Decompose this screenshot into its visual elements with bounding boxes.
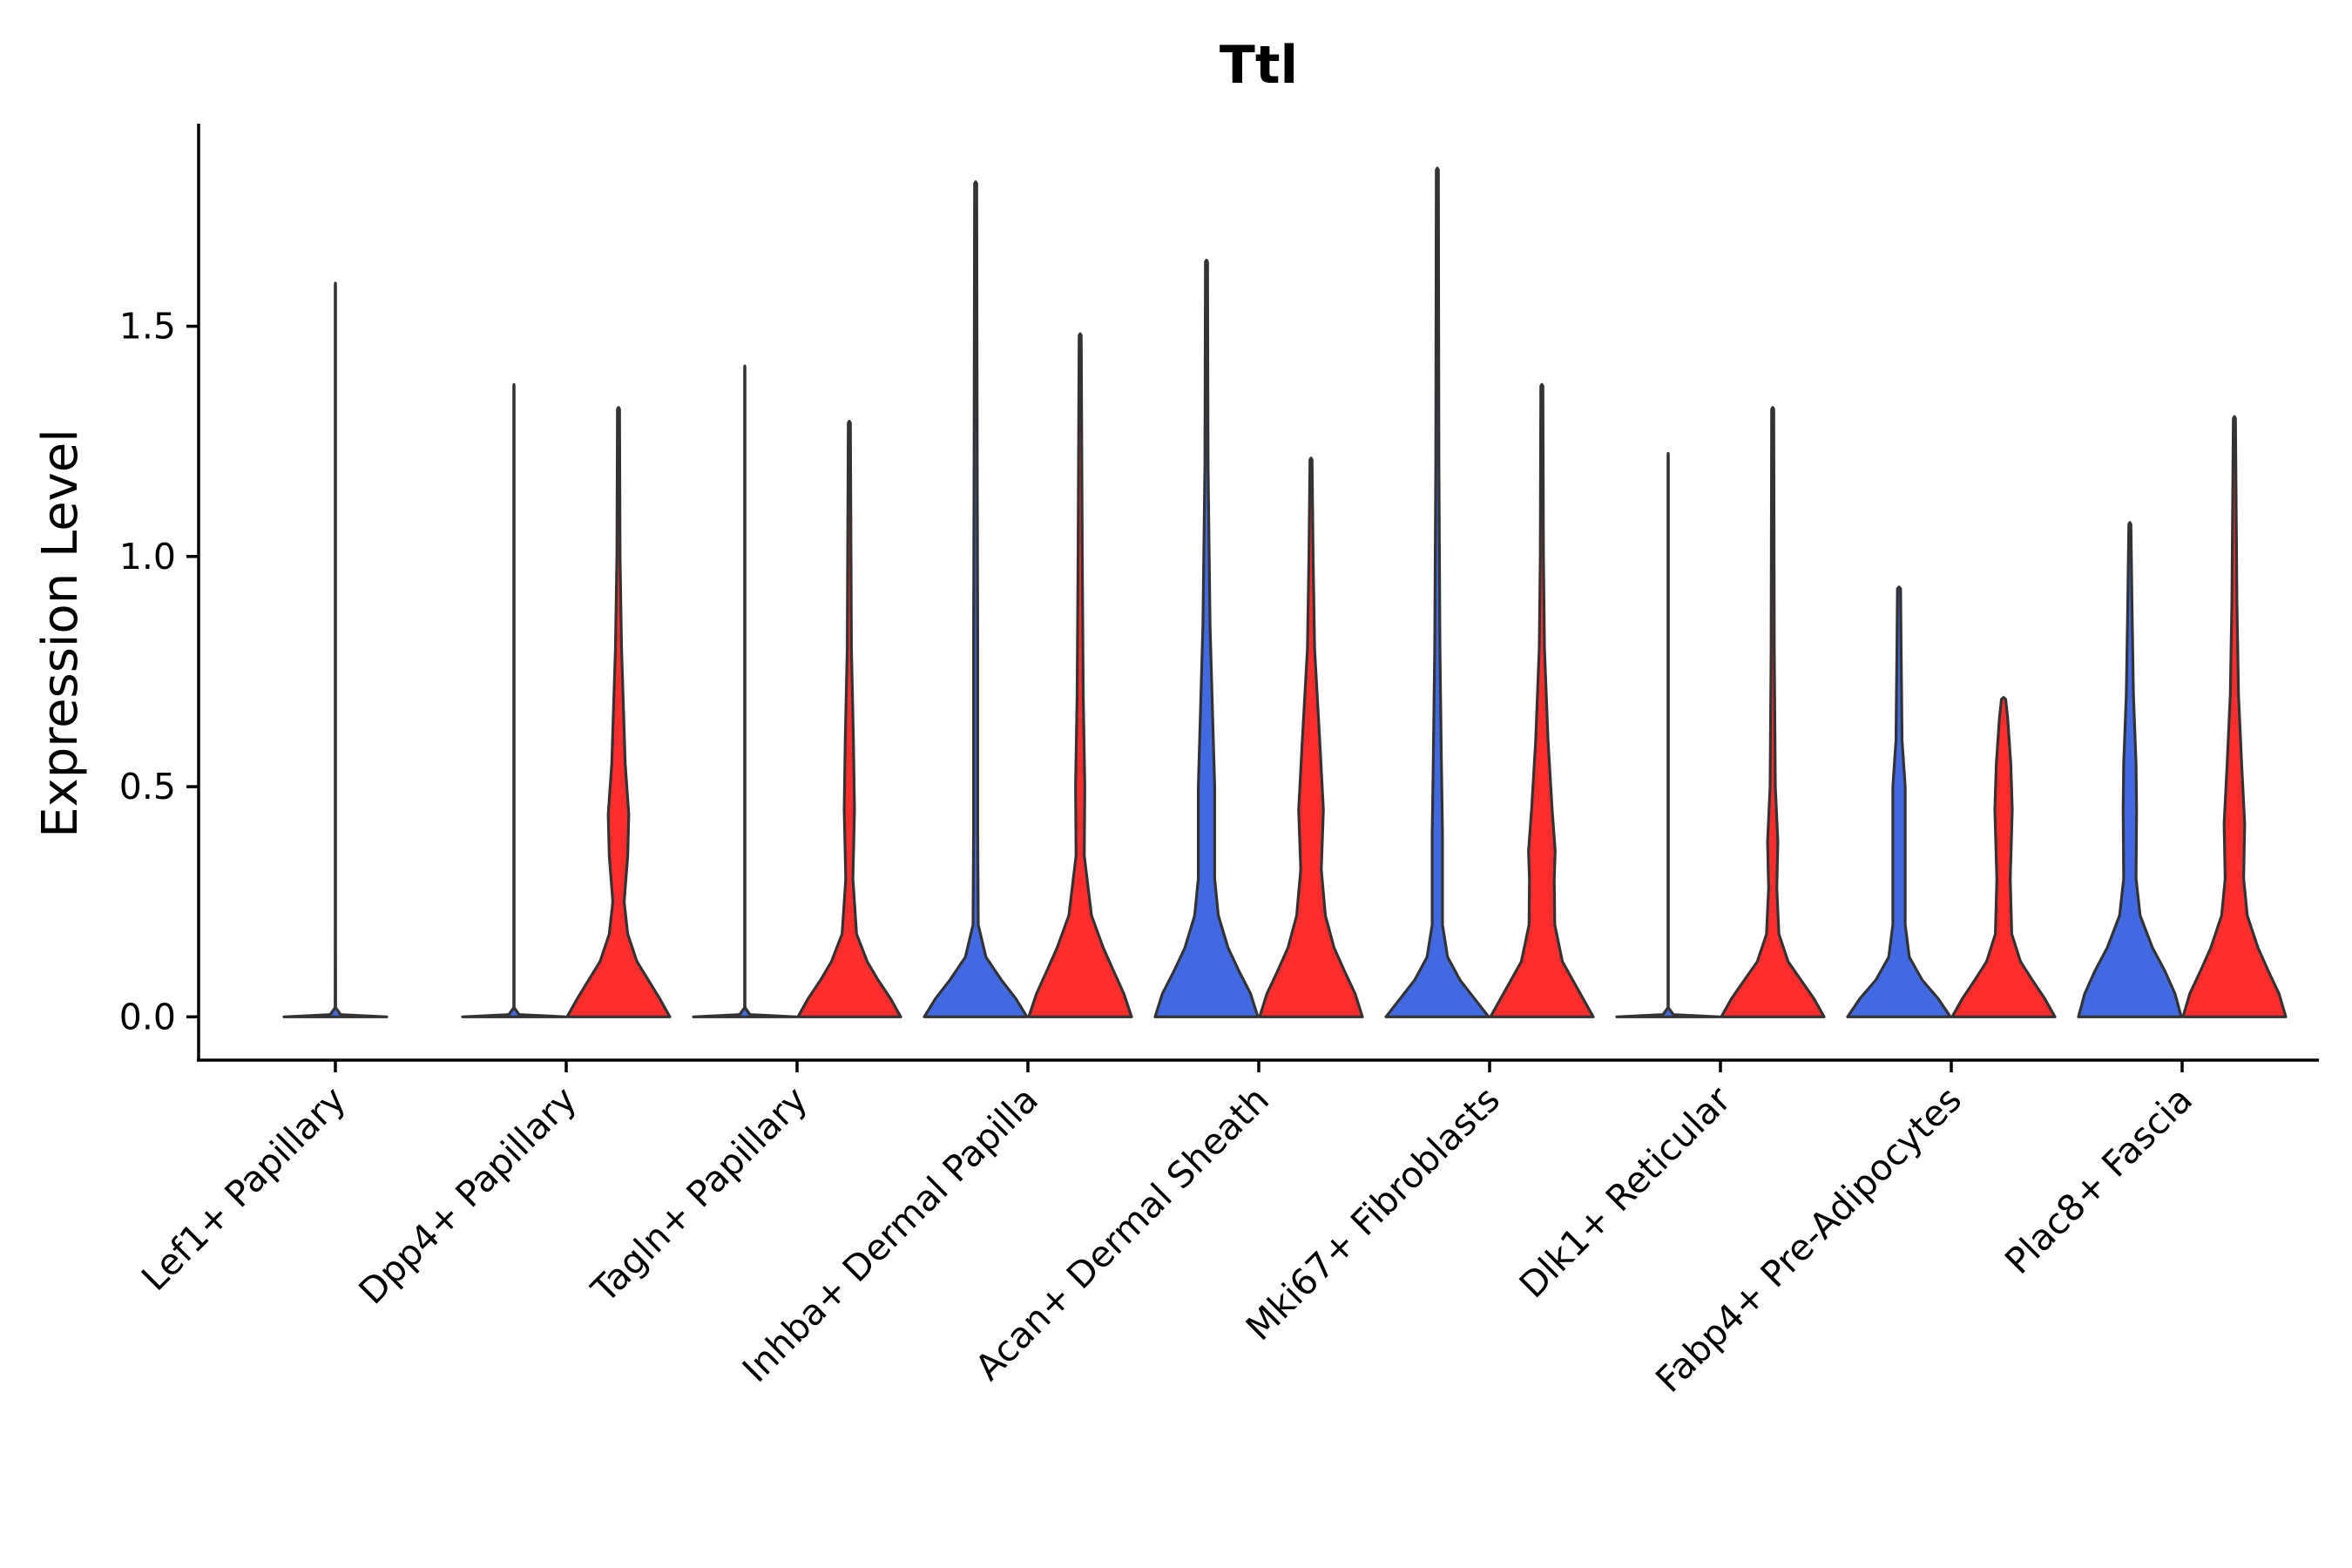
violin-blue: [1153, 259, 1260, 1018]
violin-blue: [923, 180, 1029, 1018]
violin-red: [1258, 456, 1364, 1018]
y-ticks: 0.0 0.5 1.0 1.5: [119, 306, 199, 1037]
violin-red: [1720, 406, 1826, 1018]
x-category-label: Tagln+ Papillary: [583, 1078, 815, 1311]
violin-red: [1950, 696, 2057, 1018]
y-axis-label: Expression Level: [32, 429, 89, 838]
violin-blue: [1384, 166, 1490, 1018]
violin-red: [1027, 332, 1133, 1018]
violin-red: [565, 406, 672, 1018]
violin-red: [2181, 415, 2288, 1018]
chart-title: Ttl: [1220, 35, 1298, 96]
violin-red: [1489, 382, 1595, 1018]
x-category-label: Plac8+ Fascia: [1997, 1078, 2200, 1282]
y-tick-label: 0.5: [119, 766, 176, 808]
violin-group: [282, 166, 2288, 1018]
violin-blue: [692, 364, 798, 1018]
violin-blue: [1846, 585, 1952, 1018]
violin-red: [796, 419, 902, 1018]
y-tick-label: 0.0: [119, 996, 176, 1037]
x-category-label: Mki67+ Fibroblasts: [1238, 1078, 1508, 1348]
violin-blue: [2077, 521, 2183, 1018]
violin-blue: [461, 382, 567, 1018]
x-category-label: Dlk1+ Reticular: [1511, 1078, 1739, 1306]
y-tick-label: 1.0: [119, 536, 176, 578]
x-category-label: Dpp4+ Papillary: [351, 1078, 585, 1312]
y-tick-label: 1.5: [119, 306, 176, 348]
violin-blue: [282, 281, 389, 1018]
x-category-label: Lef1+ Papillary: [133, 1078, 354, 1299]
violin-blue: [1615, 451, 1721, 1018]
